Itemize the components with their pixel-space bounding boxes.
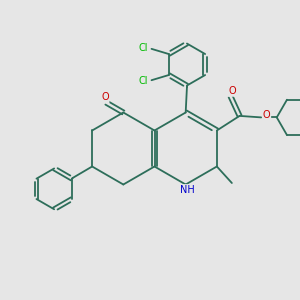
Text: O: O [101,92,109,102]
Text: Cl: Cl [138,76,148,86]
Text: Cl: Cl [138,43,148,53]
Text: NH: NH [180,185,195,195]
Text: O: O [228,86,236,96]
Text: O: O [263,110,270,120]
